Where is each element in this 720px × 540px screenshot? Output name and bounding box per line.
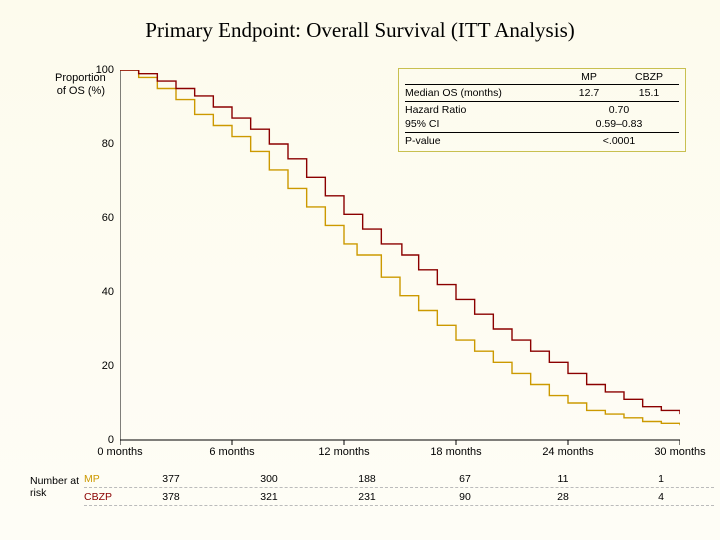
risk-value: 11 — [514, 473, 612, 485]
risk-value: 90 — [416, 491, 514, 503]
risk-value: 231 — [318, 491, 416, 503]
x-tick-label: 24 months — [538, 446, 598, 458]
risk-value: 378 — [122, 491, 220, 503]
risk-value: 321 — [220, 491, 318, 503]
risk-value: 188 — [318, 473, 416, 485]
pvalue-label: P-value — [405, 135, 559, 147]
ci-label: 95% CI — [405, 118, 559, 130]
y-tick-label: 40 — [90, 286, 114, 298]
risk-table-label: Number at risk — [30, 476, 82, 499]
ci-value: 0.59–0.83 — [559, 118, 679, 130]
x-tick-label: 12 months — [314, 446, 374, 458]
hr-label: Hazard Ratio — [405, 104, 559, 116]
risk-series-label: CBZP — [84, 491, 122, 503]
risk-row-mp: MP37730018867111 — [84, 470, 714, 488]
risk-series-label: MP — [84, 473, 122, 485]
y-tick-label: 0 — [90, 434, 114, 446]
stats-header-cbzp: CBZP — [619, 71, 679, 83]
stats-header-mp: MP — [559, 71, 619, 83]
median-os-mp: 12.7 — [559, 87, 619, 99]
risk-value: 1 — [612, 473, 710, 485]
page-title: Primary Endpoint: Overall Survival (ITT … — [0, 0, 720, 43]
risk-value: 4 — [612, 491, 710, 503]
y-tick-label: 20 — [90, 360, 114, 372]
x-tick-label: 6 months — [202, 446, 262, 458]
risk-value: 300 — [220, 473, 318, 485]
risk-row-cbzp: CBZP37832123190284 — [84, 488, 714, 506]
y-tick-label: 100 — [90, 64, 114, 76]
y-tick-label: 80 — [90, 138, 114, 150]
median-os-label: Median OS (months) — [405, 87, 559, 99]
y-tick-label: 60 — [90, 212, 114, 224]
x-tick-label: 30 months — [650, 446, 710, 458]
risk-value: 28 — [514, 491, 612, 503]
stats-box: MP CBZP Median OS (months) 12.7 15.1 Haz… — [398, 68, 686, 152]
pvalue-value: <.0001 — [559, 135, 679, 147]
risk-value: 377 — [122, 473, 220, 485]
x-tick-label: 18 months — [426, 446, 486, 458]
median-os-cbzp: 15.1 — [619, 87, 679, 99]
risk-value: 67 — [416, 473, 514, 485]
x-tick-label: 0 months — [90, 446, 150, 458]
hr-value: 0.70 — [559, 104, 679, 116]
